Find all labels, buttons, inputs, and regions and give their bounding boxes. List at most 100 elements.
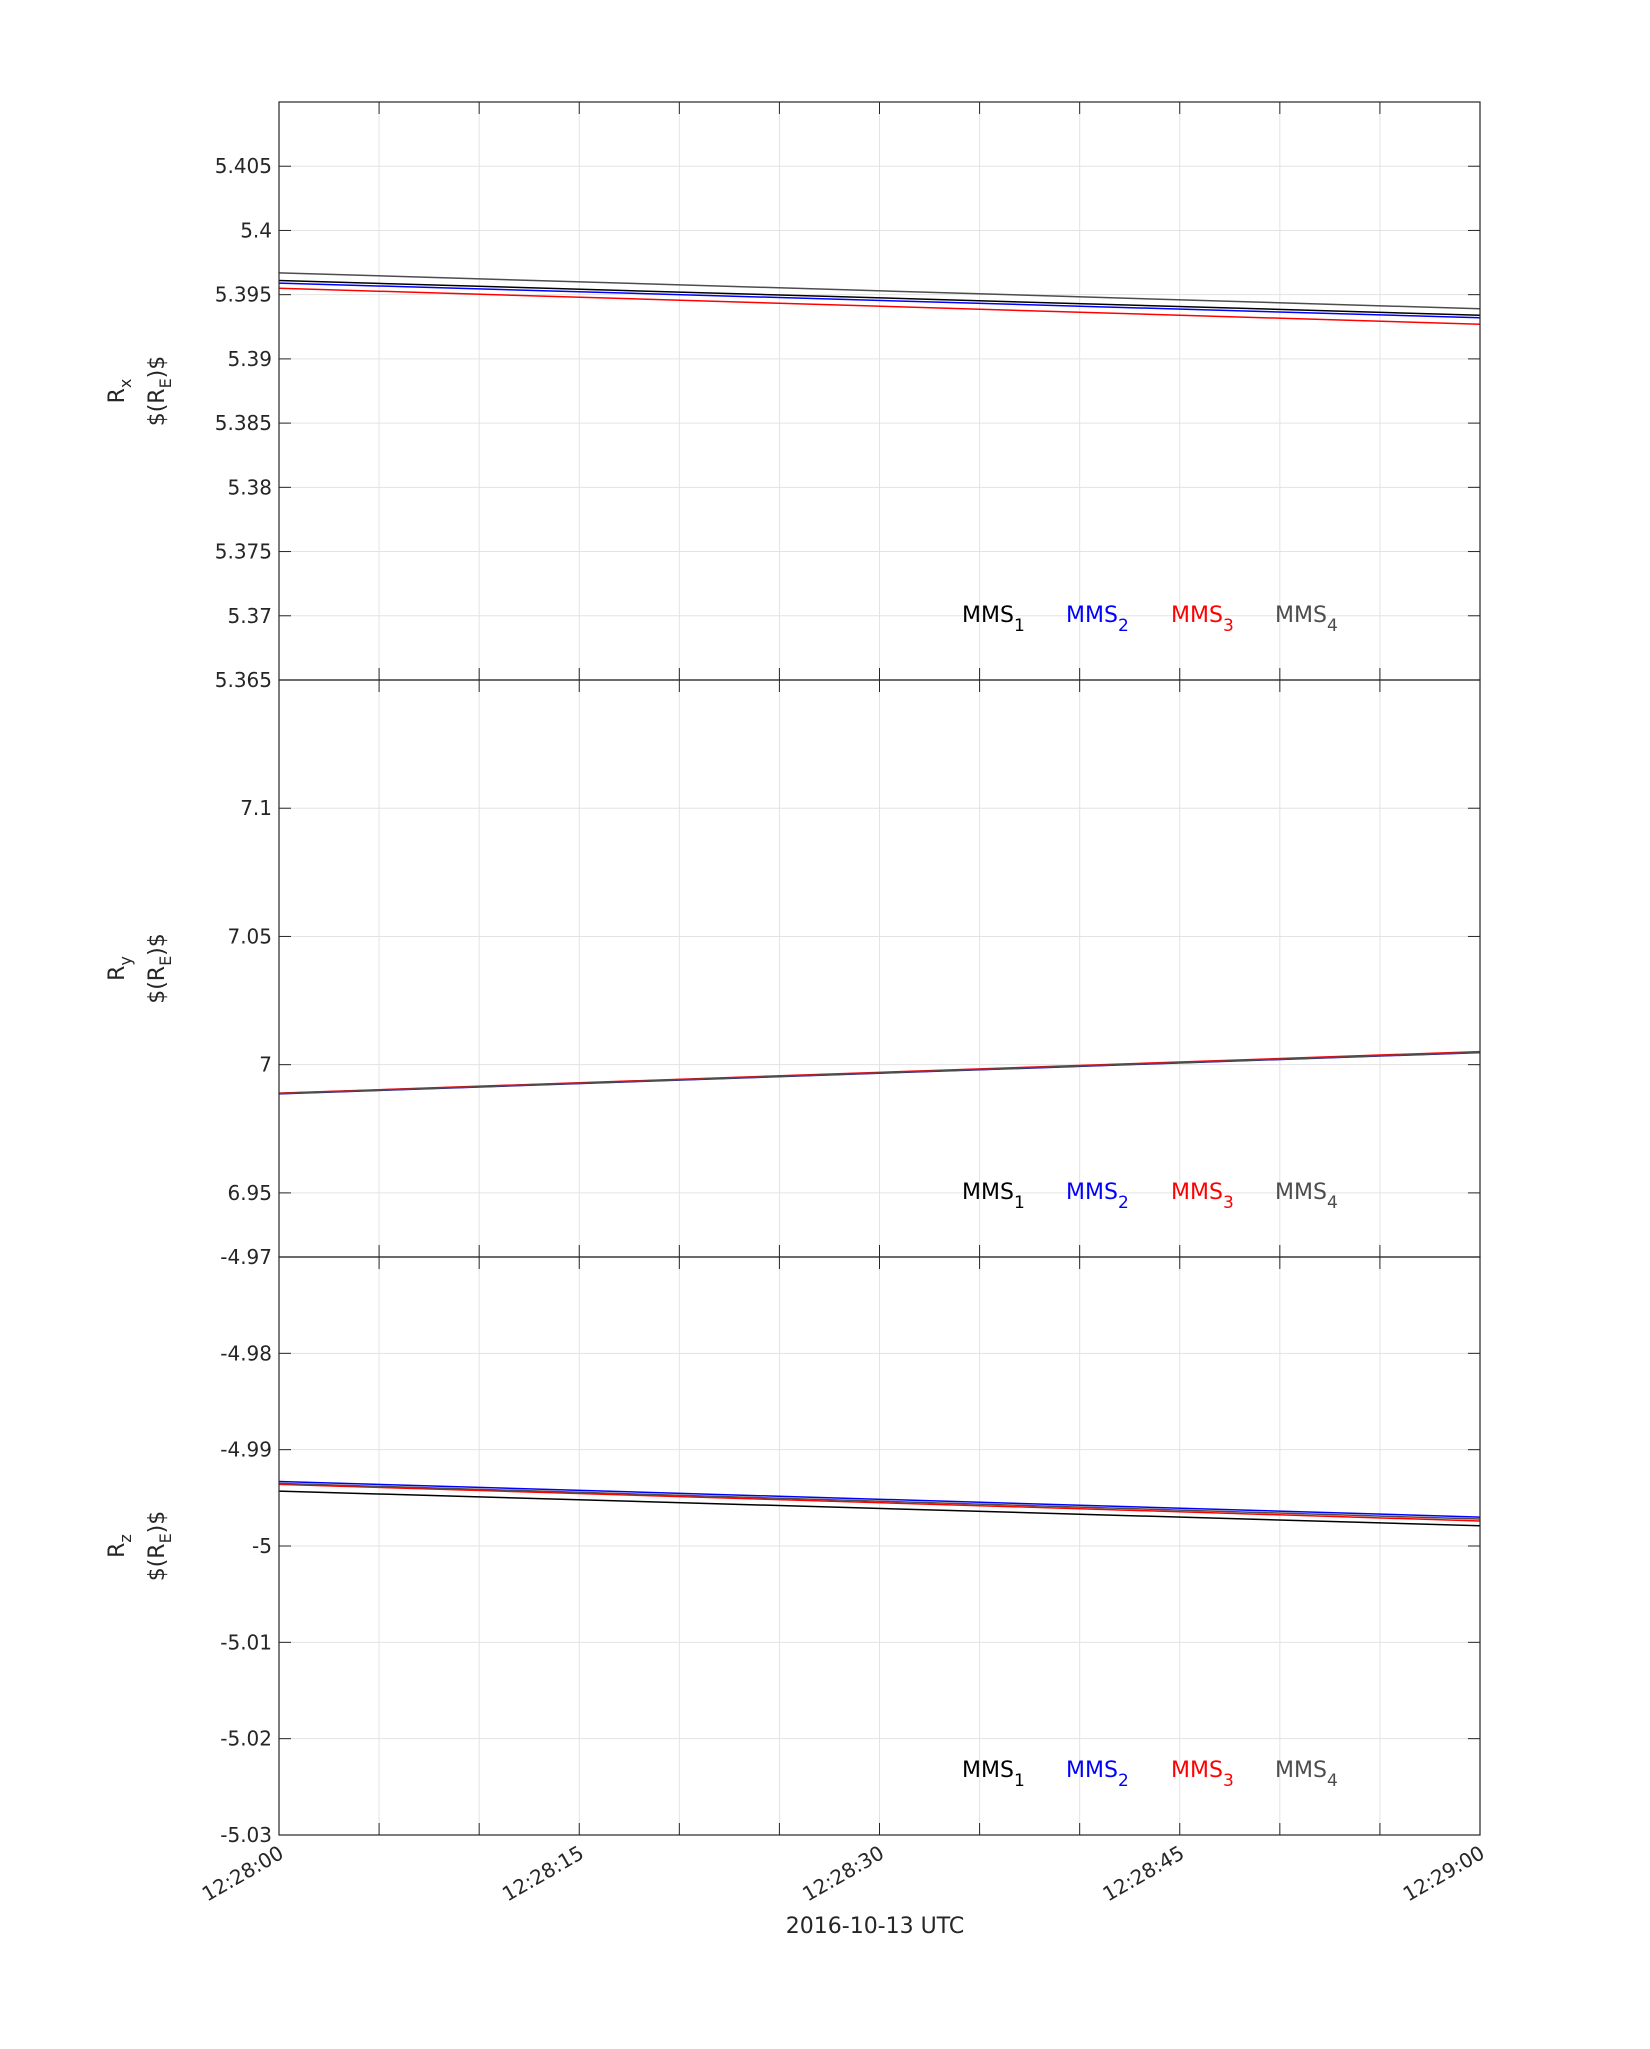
x-tick-label: 12:28:15 bbox=[498, 1841, 588, 1907]
y-axis-label-main: Ry bbox=[105, 956, 135, 981]
y-tick-label: 7 bbox=[259, 1053, 272, 1077]
y-axis-label-subscript: x bbox=[116, 379, 135, 388]
y-tick-label: -4.99 bbox=[220, 1438, 272, 1462]
legend-subscript: 1 bbox=[1014, 1771, 1025, 1791]
unit-pre: $(R bbox=[145, 1543, 170, 1581]
unit-pre: $(R bbox=[145, 966, 170, 1004]
unit-post: )$ bbox=[145, 356, 170, 379]
legend-subscript: 4 bbox=[1327, 1771, 1338, 1791]
legend-label: MMS bbox=[1066, 603, 1118, 628]
x-tick-label: 12:28:45 bbox=[1098, 1841, 1188, 1907]
legend-entry-mms4: MMS4 bbox=[1275, 603, 1338, 636]
y-axis-label: Rz $(RE)$ bbox=[105, 1511, 175, 1582]
series-line-mms2 bbox=[278, 1480, 1481, 1518]
y-tick-label: 5.39 bbox=[227, 347, 272, 371]
y-axis-label-unit: $(RE)$ bbox=[145, 933, 175, 1004]
y-axis-label-symbol: R bbox=[105, 1543, 130, 1558]
y-tick-label: -5.03 bbox=[220, 1823, 272, 1847]
panels: 5.405 5.4 5.395 5.39 5.385 5.38 5.375 5.37 5.365… bbox=[105, 101, 1481, 1847]
y-tick-label: 5.405 bbox=[215, 154, 272, 178]
legend-label: MMS bbox=[962, 1758, 1014, 1783]
x-tick-label: 12:28:00 bbox=[198, 1841, 288, 1907]
y-tick-label: -5.01 bbox=[220, 1630, 272, 1654]
y-axis-label-symbol: R bbox=[105, 966, 130, 981]
legend-label: MMS bbox=[1066, 1758, 1118, 1783]
legend-entry-mms4: MMS4 bbox=[1275, 1758, 1338, 1791]
series-line-mms4 bbox=[278, 1482, 1481, 1520]
legend-entry-mms3: MMS3 bbox=[1171, 1758, 1234, 1791]
x-tick-label: 12:28:30 bbox=[798, 1841, 888, 1907]
panel-3: -4.97 -4.98 -4.99 -5 -5.01 -5.02 -5.03 Rz $(RE)$… bbox=[105, 1245, 1481, 1847]
legend-label: MMS bbox=[1171, 603, 1223, 628]
unit-pre: $(R bbox=[145, 388, 170, 426]
y-tick-label: 6.95 bbox=[227, 1181, 272, 1205]
legend-entry-mms3: MMS3 bbox=[1171, 1180, 1234, 1213]
plot-frame bbox=[278, 1256, 1481, 1836]
legend-subscript: 2 bbox=[1118, 1771, 1129, 1791]
y-axis-label: Ry $(RE)$ bbox=[105, 933, 175, 1004]
legend-subscript: 4 bbox=[1327, 1193, 1338, 1213]
y-tick-label: 5.385 bbox=[215, 411, 272, 435]
x-axis-title: 2016-10-13 UTC bbox=[786, 1914, 964, 1939]
legend-label: MMS bbox=[1275, 603, 1327, 628]
legend-label: MMS bbox=[1171, 1758, 1223, 1783]
series-line-mms2 bbox=[278, 282, 1481, 319]
unit-post: )$ bbox=[145, 933, 170, 956]
y-axis-label-symbol: R bbox=[105, 388, 130, 403]
legend-label: MMS bbox=[962, 603, 1014, 628]
series-line-mms3 bbox=[278, 1483, 1481, 1522]
series-line-mms1 bbox=[278, 279, 1481, 316]
y-tick-label: 5.365 bbox=[215, 668, 272, 692]
legend-entry-mms1: MMS1 bbox=[962, 1180, 1025, 1213]
y-tick-label: 5.375 bbox=[215, 540, 272, 564]
x-tick-label: 12:29:00 bbox=[1399, 1841, 1489, 1907]
y-axis-label-unit: $(RE)$ bbox=[145, 356, 175, 427]
y-axis-label-main: Rz bbox=[105, 1534, 135, 1558]
legend: MMS1 MMS2 MMS3 MMS4 bbox=[962, 603, 1338, 636]
y-tick-label: -5 bbox=[252, 1534, 272, 1558]
series-line-mms3 bbox=[278, 287, 1481, 325]
unit-post: )$ bbox=[145, 1511, 170, 1534]
y-tick-label: 5.37 bbox=[227, 604, 272, 628]
y-tick-label: -4.97 bbox=[220, 1245, 272, 1269]
series-line-mms4 bbox=[278, 1051, 1481, 1095]
unit-subscript: E bbox=[156, 1533, 175, 1543]
y-tick-label: -5.02 bbox=[220, 1727, 272, 1751]
legend-entry-mms3: MMS3 bbox=[1171, 603, 1234, 636]
legend-entry-mms4: MMS4 bbox=[1275, 1180, 1338, 1213]
legend-entry-mms2: MMS2 bbox=[1066, 1180, 1129, 1213]
y-tick-label: 5.38 bbox=[227, 475, 272, 499]
legend: MMS1 MMS2 MMS3 MMS4 bbox=[962, 1758, 1338, 1791]
y-tick-label: -4.98 bbox=[220, 1341, 272, 1365]
legend-subscript: 3 bbox=[1223, 1193, 1234, 1213]
legend-subscript: 1 bbox=[1014, 616, 1025, 636]
legend-label: MMS bbox=[1066, 1180, 1118, 1205]
y-axis-label: Rx $(RE)$ bbox=[105, 356, 175, 427]
y-tick-label: 7.1 bbox=[240, 796, 272, 820]
legend-subscript: 4 bbox=[1327, 616, 1338, 636]
y-axis-label-subscript: y bbox=[116, 956, 135, 965]
series-line-mms4 bbox=[278, 272, 1481, 310]
legend-subscript: 2 bbox=[1118, 616, 1129, 636]
legend-label: MMS bbox=[1171, 1180, 1223, 1205]
legend-label: MMS bbox=[1275, 1180, 1327, 1205]
unit-subscript: E bbox=[156, 378, 175, 388]
y-axis-label-main: Rx bbox=[105, 379, 135, 404]
legend-label: MMS bbox=[1275, 1758, 1327, 1783]
legend-entry-mms2: MMS2 bbox=[1066, 603, 1129, 636]
y-axis-label-subscript: z bbox=[116, 1534, 135, 1542]
legend-entry-mms1: MMS1 bbox=[962, 603, 1025, 636]
unit-subscript: E bbox=[156, 956, 175, 966]
legend-subscript: 2 bbox=[1118, 1193, 1129, 1213]
legend-subscript: 3 bbox=[1223, 1771, 1234, 1791]
y-axis-label-unit: $(RE)$ bbox=[145, 1511, 175, 1582]
legend-subscript: 1 bbox=[1014, 1193, 1025, 1213]
panel-1: 5.405 5.4 5.395 5.39 5.385 5.38 5.375 5.37 5.365… bbox=[105, 101, 1481, 692]
legend-entry-mms1: MMS1 bbox=[962, 1758, 1025, 1791]
series-line-mms1 bbox=[278, 1490, 1481, 1527]
legend: MMS1 MMS2 MMS3 MMS4 bbox=[962, 1180, 1338, 1213]
legend-label: MMS bbox=[962, 1180, 1014, 1205]
legend-entry-mms2: MMS2 bbox=[1066, 1758, 1129, 1791]
